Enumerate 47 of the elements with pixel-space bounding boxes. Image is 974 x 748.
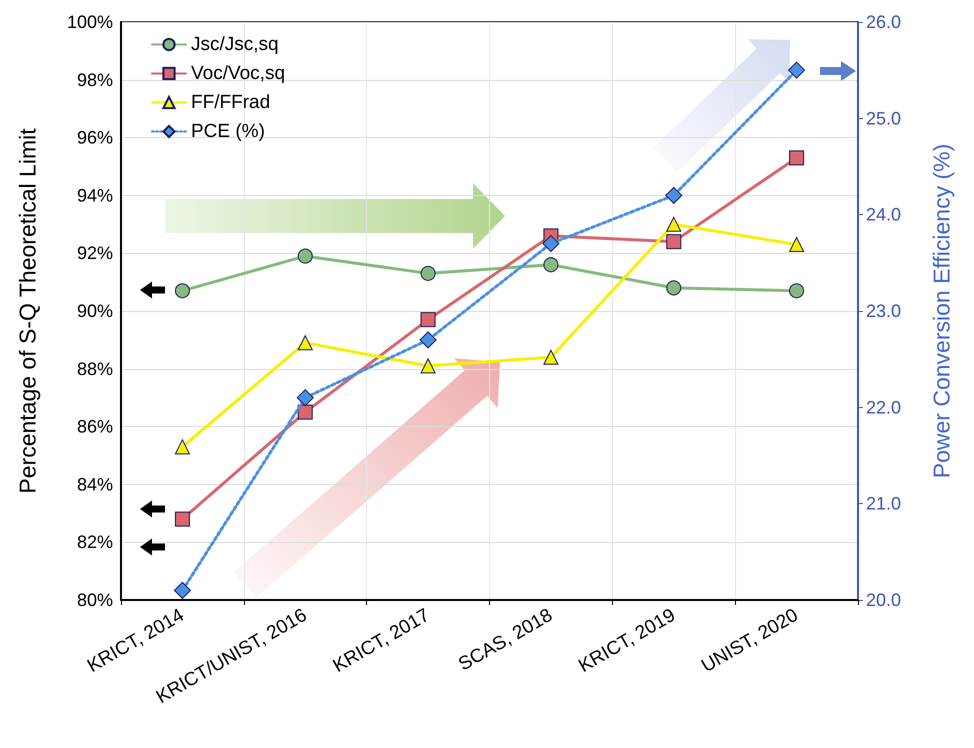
point: [665, 186, 682, 204]
y-tick-label: 80%: [76, 590, 113, 610]
y-tick-label: 98%: [76, 70, 113, 90]
y-tick-label: 96%: [76, 128, 113, 148]
y-axis-title: Percentage of S-Q Theoretical Limit: [14, 128, 40, 494]
point: [298, 404, 313, 420]
point: [666, 234, 682, 250]
y-tick-label: 100%: [66, 12, 113, 32]
y2-tick-label: 23.0: [866, 301, 902, 321]
y2-tick-label: 25.0: [866, 108, 902, 128]
point: [788, 62, 806, 79]
point: [789, 237, 804, 252]
point: [296, 389, 314, 406]
y-tick-label: 84%: [76, 474, 113, 494]
y-tick-label: 94%: [76, 185, 113, 206]
legend-label: FF/FFrad: [191, 92, 270, 113]
point: [543, 257, 558, 272]
point: [420, 331, 437, 348]
y-tick-label: 82%: [76, 532, 113, 552]
point: [174, 512, 190, 527]
y2-axis-title: Power Conversion Efficiency (%): [928, 144, 954, 478]
point: [420, 266, 436, 281]
point: [174, 283, 190, 298]
y2-tick-label: 26.0: [866, 12, 902, 32]
point: [174, 439, 190, 454]
point: [789, 283, 804, 298]
y2-tick-label: 22.0: [866, 397, 902, 418]
y-tick-label: 86%: [76, 416, 113, 437]
legend-label: Jsc/Jsc,sq: [191, 34, 279, 55]
point: [666, 280, 682, 296]
point: [666, 216, 682, 232]
y-tick-label: 90%: [76, 301, 113, 321]
y-tick-label: 88%: [76, 358, 113, 379]
y2-tick-label: 24.0: [866, 204, 902, 225]
y-tick-label: 92%: [76, 243, 113, 264]
point: [174, 582, 191, 599]
legend-label: PCE (%): [191, 121, 265, 142]
point: [420, 312, 436, 328]
point: [298, 335, 313, 350]
y2-tick-label: 21.0: [866, 494, 902, 514]
legend-label: Voc/Voc,sq: [191, 63, 286, 84]
point: [543, 350, 558, 365]
point: [789, 150, 804, 166]
y2-tick-label: 20.0: [866, 590, 902, 610]
point: [298, 248, 313, 264]
point: [420, 358, 436, 374]
point: [542, 235, 560, 252]
